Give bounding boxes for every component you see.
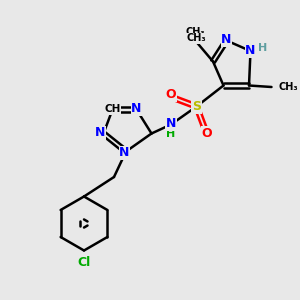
- Text: N: N: [119, 146, 130, 160]
- Text: N: N: [221, 33, 232, 46]
- Text: S: S: [192, 100, 201, 113]
- Text: O: O: [166, 88, 176, 101]
- Text: N: N: [95, 126, 105, 140]
- Text: N: N: [166, 117, 176, 130]
- Text: Cl: Cl: [77, 256, 91, 269]
- Text: CH₃: CH₃: [278, 82, 298, 92]
- Text: H: H: [258, 43, 267, 53]
- Text: N: N: [131, 102, 142, 116]
- Text: N: N: [245, 44, 256, 58]
- Text: CH: CH: [104, 104, 121, 115]
- Text: CH₃: CH₃: [185, 27, 205, 37]
- Text: H: H: [166, 129, 175, 139]
- Text: O: O: [202, 127, 212, 140]
- Text: CH₃: CH₃: [187, 33, 206, 43]
